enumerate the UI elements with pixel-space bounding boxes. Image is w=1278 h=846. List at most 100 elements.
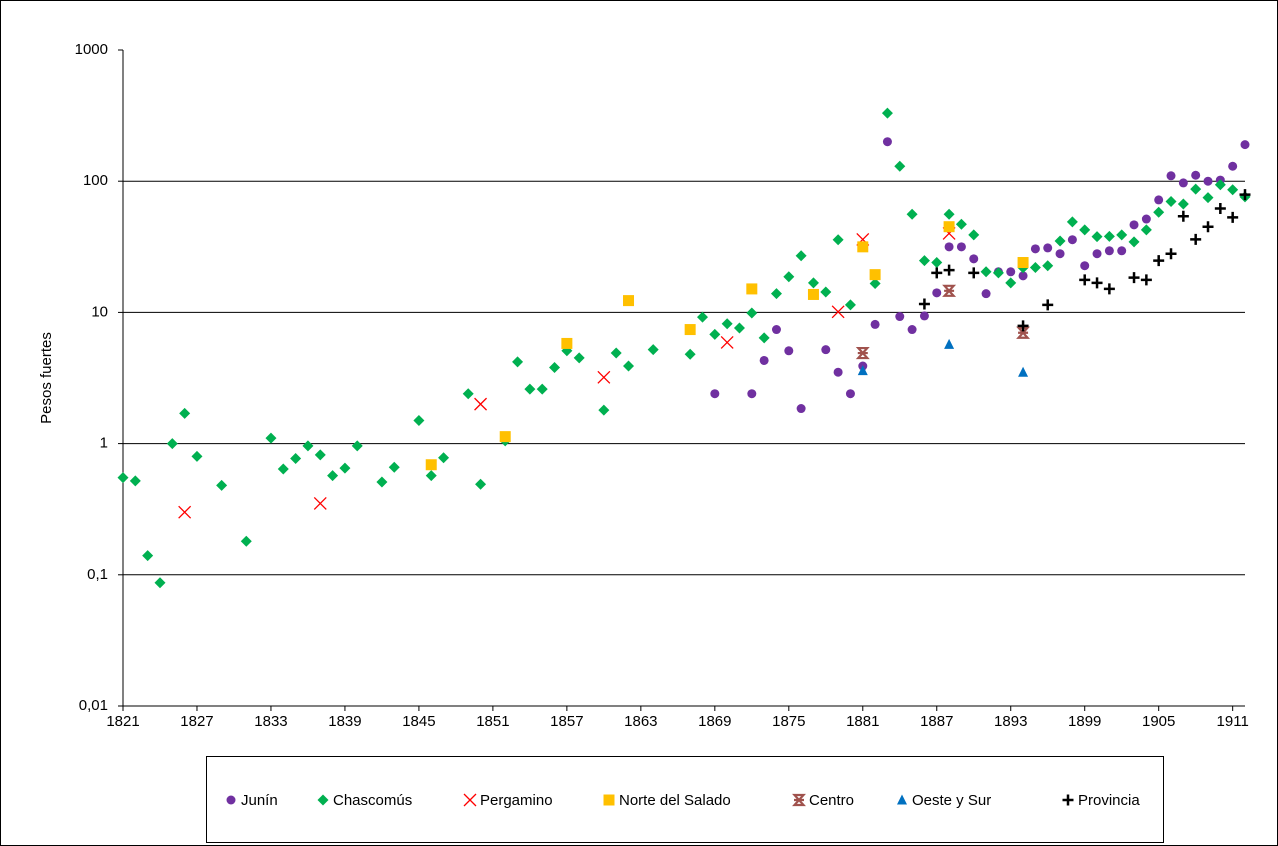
point xyxy=(1190,233,1202,245)
point xyxy=(759,355,769,365)
legend-box xyxy=(206,756,1164,843)
legend-label: Junín xyxy=(241,792,278,809)
point xyxy=(746,307,758,319)
point xyxy=(475,478,487,490)
point xyxy=(166,438,178,450)
x-tick-label: 1911 xyxy=(1217,713,1249,730)
point xyxy=(696,311,708,323)
legend-marker xyxy=(792,793,806,807)
point xyxy=(1079,224,1091,236)
point xyxy=(956,242,966,252)
point xyxy=(1129,220,1139,230)
legend-label: Centro xyxy=(809,792,854,809)
point xyxy=(351,440,363,452)
point xyxy=(1140,224,1152,236)
point xyxy=(1067,235,1077,245)
x-tick-label: 1857 xyxy=(550,713,583,730)
y-tick-label: 0,01 xyxy=(79,697,108,714)
point xyxy=(820,286,832,298)
legend-marker xyxy=(226,795,236,805)
point xyxy=(869,278,881,290)
point xyxy=(1227,184,1239,196)
legend-label: Pergamino xyxy=(480,792,553,809)
point xyxy=(1006,267,1016,277)
point xyxy=(647,344,659,356)
point xyxy=(955,218,967,230)
point xyxy=(1227,211,1239,223)
point xyxy=(561,337,573,349)
point xyxy=(1017,320,1029,332)
point xyxy=(462,388,474,400)
point xyxy=(265,432,277,444)
y-axis-label: Pesos fuertes xyxy=(38,332,55,424)
y-tick-label: 100 xyxy=(83,172,108,189)
x-tick-label: 1821 xyxy=(106,713,139,730)
point xyxy=(1091,231,1103,243)
point xyxy=(314,449,326,461)
point xyxy=(1191,170,1201,180)
point xyxy=(943,264,955,276)
point xyxy=(425,459,437,471)
point xyxy=(918,255,930,267)
point xyxy=(1005,277,1017,289)
legend-marker xyxy=(463,793,477,807)
point xyxy=(1141,214,1151,224)
point xyxy=(881,107,893,119)
legend-marker xyxy=(1062,794,1074,806)
point xyxy=(1055,249,1065,259)
point xyxy=(1079,274,1091,286)
point xyxy=(438,452,450,464)
point xyxy=(1029,261,1041,273)
point xyxy=(610,347,622,359)
point xyxy=(240,535,252,547)
point xyxy=(855,346,870,360)
point xyxy=(376,476,388,488)
x-tick-label: 1899 xyxy=(1068,713,1101,730)
point xyxy=(339,462,351,474)
point xyxy=(1154,195,1164,205)
point xyxy=(981,289,991,299)
point xyxy=(980,266,992,278)
point xyxy=(499,431,511,443)
y-tick-label: 10 xyxy=(91,303,108,320)
point xyxy=(1239,189,1251,201)
point xyxy=(1128,272,1140,284)
point xyxy=(931,267,943,279)
y-tick-label: 1000 xyxy=(75,41,108,58)
point xyxy=(992,267,1004,279)
point xyxy=(327,470,339,482)
point xyxy=(857,365,868,376)
point xyxy=(598,404,610,416)
point xyxy=(549,362,561,374)
point xyxy=(1240,140,1250,150)
legend-label: Norte del Salado xyxy=(619,792,731,809)
point xyxy=(1165,196,1177,208)
legend-label: Provincia xyxy=(1078,792,1140,809)
point xyxy=(747,389,757,399)
point xyxy=(1091,277,1103,289)
x-tick-label: 1869 xyxy=(698,713,731,730)
point xyxy=(154,577,166,589)
x-tick-label: 1905 xyxy=(1142,713,1175,730)
point xyxy=(807,288,819,300)
point xyxy=(931,257,943,269)
x-tick-label: 1851 xyxy=(476,713,509,730)
point xyxy=(895,312,905,322)
point xyxy=(1166,171,1176,181)
point xyxy=(710,389,720,399)
point xyxy=(1054,235,1066,247)
point xyxy=(968,229,980,241)
point xyxy=(1140,274,1152,286)
point xyxy=(857,241,869,253)
point xyxy=(302,440,314,452)
point xyxy=(758,332,770,344)
point xyxy=(1202,192,1214,204)
point xyxy=(833,367,843,377)
x-tick-label: 1839 xyxy=(328,713,361,730)
point xyxy=(1190,183,1202,195)
point xyxy=(623,295,635,307)
point xyxy=(1042,260,1054,272)
point xyxy=(1104,246,1114,256)
